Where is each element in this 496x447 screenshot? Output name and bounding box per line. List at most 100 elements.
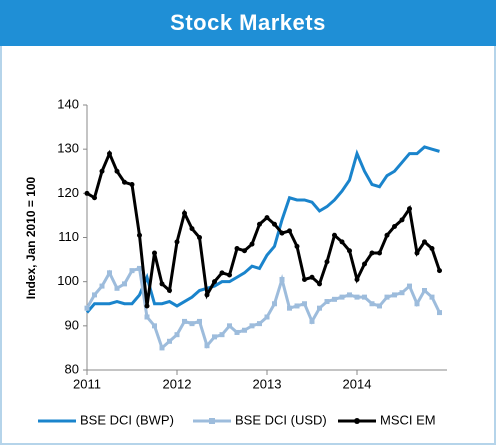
point — [369, 250, 375, 256]
point — [107, 270, 112, 276]
point — [257, 221, 262, 227]
point — [392, 223, 397, 229]
point — [264, 215, 270, 221]
point — [332, 232, 337, 238]
point — [392, 292, 397, 298]
point — [159, 345, 165, 351]
legend-marker — [354, 418, 360, 424]
point — [422, 288, 427, 293]
point — [219, 332, 225, 338]
point — [437, 310, 442, 316]
point — [354, 294, 360, 300]
point — [249, 241, 255, 247]
point — [122, 179, 127, 185]
x-tick-label: 2014 — [343, 376, 372, 391]
point — [339, 239, 345, 245]
point — [377, 250, 382, 256]
y-tick-label: 90 — [65, 317, 79, 332]
point — [167, 288, 172, 293]
point — [362, 294, 367, 300]
point — [287, 305, 292, 311]
point — [182, 318, 187, 324]
point — [384, 232, 390, 238]
point — [137, 265, 142, 271]
point — [189, 226, 195, 232]
point — [234, 329, 240, 335]
x-tick-label: 2011 — [73, 376, 101, 391]
header-title: Stock Markets — [0, 0, 496, 46]
point — [242, 248, 247, 254]
point — [159, 281, 165, 287]
series-line — [85, 266, 441, 351]
point — [212, 334, 217, 340]
point — [302, 301, 307, 307]
point — [189, 321, 195, 327]
point — [294, 243, 300, 249]
point — [317, 281, 322, 287]
point — [219, 270, 225, 276]
point — [234, 246, 240, 252]
x-tick-label: 2013 — [253, 376, 282, 391]
point — [227, 323, 232, 329]
point — [347, 248, 352, 254]
point — [302, 276, 307, 282]
point — [204, 292, 210, 298]
point — [107, 151, 112, 157]
point — [414, 250, 420, 256]
point — [347, 292, 352, 298]
point — [197, 318, 202, 324]
point — [339, 294, 345, 300]
point — [152, 323, 157, 329]
point — [129, 268, 135, 274]
point — [152, 250, 157, 256]
point — [332, 296, 337, 302]
point — [407, 283, 412, 289]
point — [279, 276, 285, 282]
point — [92, 195, 97, 201]
point — [99, 168, 105, 174]
point — [167, 338, 172, 344]
point — [272, 221, 277, 227]
panel — [0, 46, 496, 445]
point — [324, 259, 330, 265]
legend-label: BSE DCI (BWP) — [80, 412, 174, 427]
y-tick-label: 130 — [57, 141, 79, 156]
legend-label: MSCI EM — [380, 412, 436, 427]
point — [92, 292, 97, 298]
point — [84, 305, 90, 311]
point — [272, 301, 277, 307]
point — [317, 305, 322, 311]
point — [182, 210, 187, 216]
point — [377, 303, 382, 309]
point — [429, 294, 435, 300]
point — [384, 294, 390, 300]
point — [227, 272, 232, 278]
point — [114, 168, 120, 174]
legend-label: BSE DCI (USD) — [235, 412, 327, 427]
point — [174, 332, 180, 338]
y-tick-label: 120 — [57, 185, 79, 200]
point — [144, 314, 150, 320]
point — [287, 228, 292, 234]
y-tick-label: 80 — [65, 361, 79, 376]
point — [369, 301, 375, 307]
point — [294, 303, 300, 309]
point — [309, 274, 315, 280]
point — [437, 268, 442, 274]
point — [99, 283, 105, 289]
point — [204, 343, 210, 349]
point — [84, 190, 90, 196]
point — [414, 301, 420, 307]
y-tick-label: 140 — [57, 96, 79, 111]
y-tick-label: 110 — [58, 229, 79, 244]
point — [249, 323, 255, 329]
point — [309, 318, 315, 324]
point — [114, 285, 120, 291]
point — [242, 327, 247, 333]
x-tick-label: 2012 — [163, 376, 192, 391]
point — [399, 290, 405, 296]
y-axis-label: Index, Jan 2010 = 100 — [24, 176, 38, 299]
point — [324, 299, 330, 305]
